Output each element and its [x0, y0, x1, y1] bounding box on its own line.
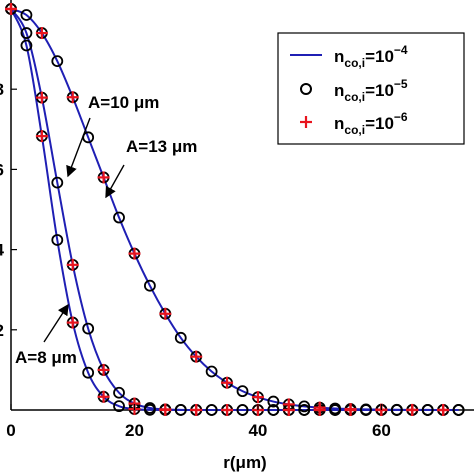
circle-marker [113, 400, 125, 413]
circle-marker [82, 322, 95, 335]
circle-marker [360, 403, 372, 416]
circle-marker [82, 366, 95, 379]
legend: nco,i=10−4 nco,i=10−5 nco,i=10−6 [277, 32, 465, 145]
circle-marker [390, 403, 403, 416]
circle-marker [298, 404, 311, 416]
annotation-a13: A=13 μm [126, 137, 197, 156]
x-tick-label: 60 [372, 421, 391, 440]
plus-marker [313, 401, 326, 414]
circle-marker [236, 404, 249, 416]
plus-marker [221, 376, 234, 389]
circle-marker [113, 386, 125, 399]
circle-marker [329, 402, 342, 415]
y-tick-label: 6 [0, 160, 4, 179]
plus-marker [97, 390, 110, 403]
circle-marker [205, 404, 218, 416]
x-tick-label: 0 [6, 421, 15, 440]
arrow-a8 [43, 303, 69, 343]
circle-marker [143, 402, 156, 414]
circle-marker [143, 279, 156, 292]
circle-marker [51, 55, 64, 68]
circle-marker [174, 331, 187, 344]
plus-marker [251, 391, 264, 404]
circle-marker [452, 404, 465, 416]
plus-marker [35, 91, 48, 104]
plus-marker [159, 307, 172, 320]
circle-marker [113, 211, 125, 224]
annotation-arrows [43, 117, 125, 343]
arrow-a10 [66, 117, 91, 178]
plus-marker [282, 398, 295, 411]
x-tick-label: 40 [248, 421, 267, 440]
plus-marker [128, 247, 141, 260]
plus-marker [66, 91, 79, 104]
y-tick-label: 8 [0, 80, 4, 99]
legend-label-3: nco,i=10−6 [334, 110, 408, 137]
plus-marker [159, 403, 172, 416]
y-tick-label: 2 [0, 321, 4, 340]
plus-marker [97, 171, 110, 184]
circle-marker [20, 39, 33, 52]
plus-marker [66, 258, 79, 271]
plus-marker [437, 403, 450, 416]
circle-marker [20, 27, 33, 39]
plus-marker [97, 363, 110, 376]
circle-marker [267, 395, 280, 408]
circle-marker [205, 365, 218, 378]
plus-marker [35, 27, 48, 40]
plus-marker [190, 403, 203, 416]
y-tick-label: 4 [0, 241, 5, 260]
arrow-a13 [105, 164, 125, 199]
circle-marker [51, 176, 64, 189]
x-axis-title: r(μm) [223, 453, 266, 472]
plus-marker [66, 316, 79, 329]
legend-label-1: nco,i=10−4 [334, 43, 408, 70]
circle-marker [298, 400, 311, 413]
annotation-a8: A=8 μm [15, 348, 77, 367]
annotation-a10: A=10 μm [88, 93, 159, 112]
circle-marker [236, 385, 249, 398]
circle-marker [421, 404, 434, 416]
circle-marker [51, 234, 64, 246]
circle-marker [174, 403, 187, 416]
plus-marker [406, 403, 419, 416]
plus-marker [5, 3, 17, 15]
plus-marker [35, 130, 48, 143]
legend-box [277, 32, 465, 145]
legend-circle-marker [300, 83, 312, 95]
markers [5, 3, 465, 416]
legend-plus-marker [300, 116, 312, 128]
x-tick-label: 20 [125, 421, 144, 440]
legend-label-2: nco,i=10−5 [334, 77, 408, 104]
plus-marker [221, 404, 234, 416]
circle-marker [267, 404, 280, 416]
circle-marker [20, 9, 33, 21]
axis-ticks: 0 20 40 60 2 4 6 8 [0, 80, 391, 440]
plus-marker [344, 403, 357, 416]
plus-marker [190, 350, 203, 363]
